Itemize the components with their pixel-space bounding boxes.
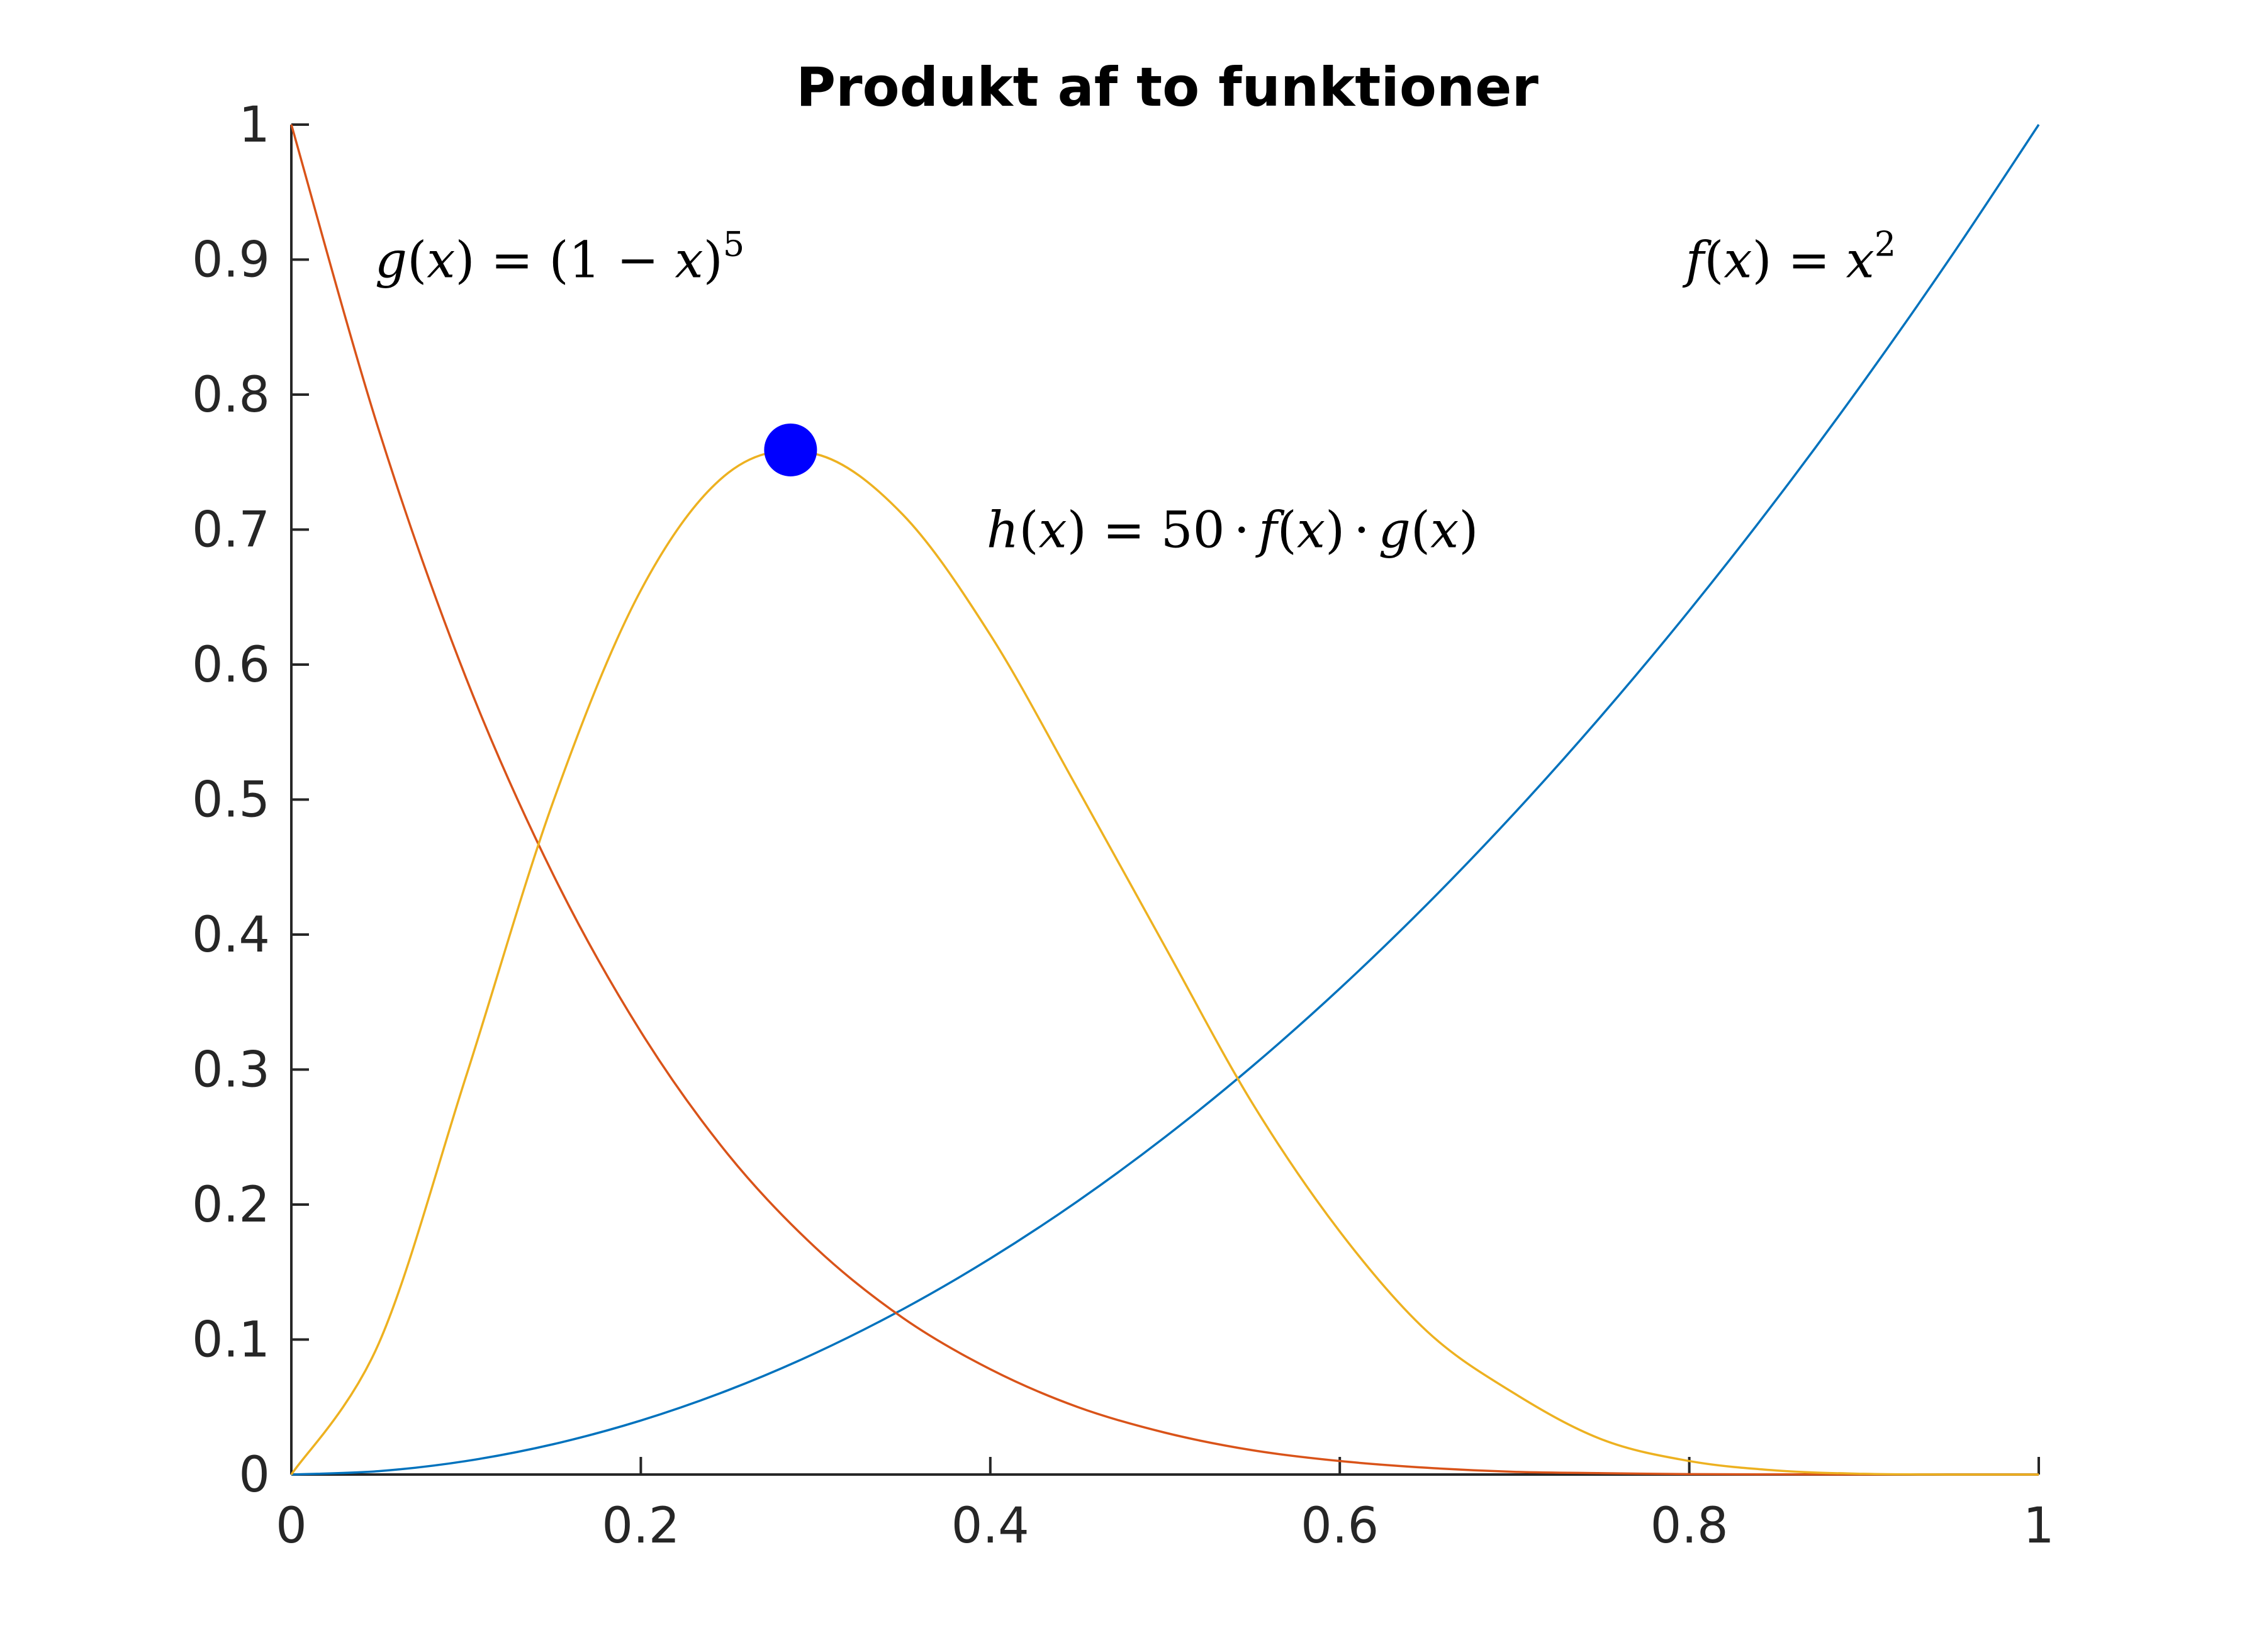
annotation-h-coef: 50 bbox=[1161, 501, 1225, 559]
x-tick-label: 1 bbox=[2023, 1498, 2054, 1554]
y-tick-label: 0.1 bbox=[192, 1312, 270, 1369]
annotation-f-exp: 2 bbox=[1875, 225, 1896, 264]
y-tick-label: 0.2 bbox=[192, 1177, 270, 1233]
annotation-h-gvar: x bbox=[1430, 501, 1459, 559]
annotation-h-fopen: ( bbox=[1277, 501, 1297, 559]
annotation-g-exp: 5 bbox=[723, 225, 744, 264]
annotation-h-gopen: ( bbox=[1411, 501, 1430, 559]
series-h-line bbox=[290, 449, 2039, 1476]
x-tick-label: 0.8 bbox=[1651, 1498, 1729, 1554]
x-tick-label: 0.4 bbox=[951, 1498, 1029, 1554]
annotation-h-gclose: ) bbox=[1459, 501, 1478, 559]
annotation-f-open: ( bbox=[1704, 231, 1724, 289]
annotation-f: f(x) = x2 bbox=[1683, 225, 1897, 289]
marker-layer bbox=[764, 423, 817, 476]
annotation-g-base: (1 − bbox=[549, 231, 675, 289]
y-tick-label: 0.9 bbox=[192, 232, 270, 289]
y-tick-label: 0.4 bbox=[192, 907, 270, 964]
series-f-line bbox=[291, 124, 2040, 1476]
annotation-h-g: g bbox=[1379, 501, 1411, 559]
annotation-g-eq: ) = bbox=[455, 231, 549, 289]
annotation-g-var2: x bbox=[675, 231, 703, 289]
annotation-h-eq: ) = bbox=[1067, 501, 1161, 559]
y-tick-label: 0.5 bbox=[192, 772, 270, 829]
annotation-f-var2: x bbox=[1846, 231, 1875, 289]
annotation-g-close: ) bbox=[703, 231, 723, 289]
annotation-h-var: x bbox=[1039, 501, 1067, 559]
annotation-h-dot2: · bbox=[1354, 501, 1369, 559]
axes: 0 0.2 0.4 0.6 0.8 1 0 0.1 0.2 0.3 0.4 0.5 0.6 0.7 0.8 0… bbox=[192, 97, 2054, 1554]
chart-title: Produkt af to funktioner bbox=[796, 56, 1539, 119]
y-tick-label: 1 bbox=[238, 97, 270, 154]
annotation-h-fvar: x bbox=[1297, 501, 1325, 559]
annotation-g: g(x) = (1 − x)5 bbox=[375, 225, 744, 289]
series-g-line bbox=[290, 124, 2039, 1476]
annotation-f-var: x bbox=[1724, 231, 1752, 289]
max-marker bbox=[764, 423, 817, 476]
annotation-f-eq: ) = bbox=[1752, 231, 1846, 289]
y-tick-label: 0 bbox=[238, 1447, 270, 1503]
annotation-h-fclose: ) bbox=[1325, 501, 1345, 559]
x-tick-label: 0 bbox=[276, 1498, 307, 1554]
series-layer bbox=[290, 124, 2040, 1476]
y-tick-label: 0.3 bbox=[192, 1042, 270, 1099]
annotation-g-fn: g bbox=[375, 231, 407, 289]
annotation-g-var: x bbox=[427, 231, 455, 289]
annotation-h-dot1: · bbox=[1234, 501, 1250, 559]
y-tick-label: 0.7 bbox=[192, 502, 270, 559]
annotation-g-open: ( bbox=[407, 231, 427, 289]
y-tick-label: 0.6 bbox=[192, 637, 270, 694]
annotation-h: h(x) = 50 · f(x) · g(x) bbox=[987, 501, 1479, 559]
annotation-h-fn: h bbox=[987, 501, 1019, 559]
x-tick-label: 0.2 bbox=[602, 1498, 680, 1554]
y-tick-label: 0.8 bbox=[192, 367, 270, 424]
x-tick-label: 0.6 bbox=[1301, 1498, 1379, 1554]
annotation-h-open: ( bbox=[1019, 501, 1038, 559]
